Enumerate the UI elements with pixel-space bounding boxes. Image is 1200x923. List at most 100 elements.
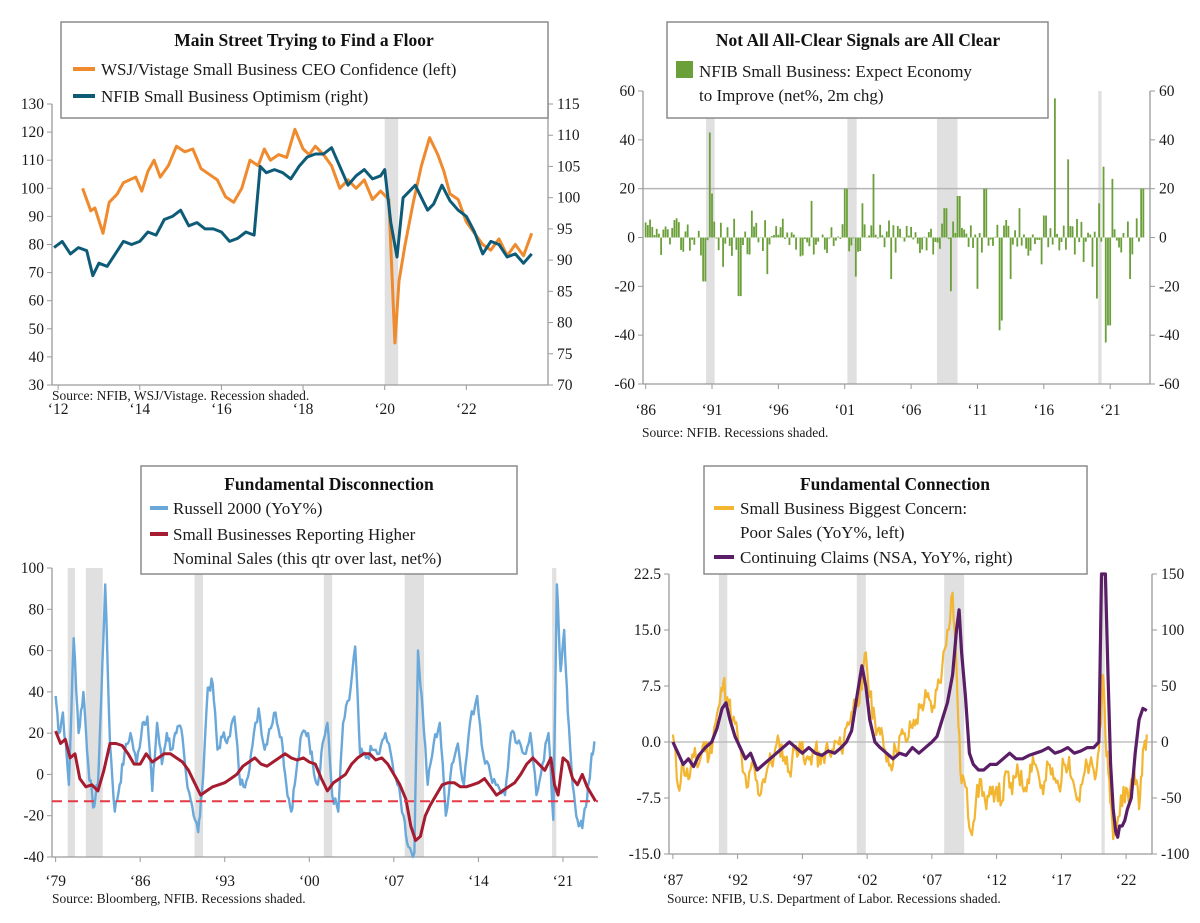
bar: [660, 237, 663, 255]
bar: [837, 236, 840, 238]
bar: [719, 222, 722, 238]
bar: [943, 208, 946, 238]
bar: [983, 188, 985, 238]
bar: [1073, 237, 1076, 255]
legend-label: Nominal Sales (this qtr over last, net%): [173, 549, 442, 568]
bar: [821, 234, 824, 238]
bar: [742, 237, 744, 246]
bar: [1005, 220, 1008, 238]
legend-label: to Improve (net%, 2m chg): [699, 86, 884, 105]
bar: [781, 218, 784, 238]
bar: [693, 237, 696, 245]
bar: [1096, 237, 1098, 299]
y-tick-label: 60: [29, 293, 45, 310]
x-tick-label: ‘02: [857, 872, 878, 889]
bar: [1084, 237, 1087, 242]
x-tick-label: ‘86: [635, 402, 656, 419]
x-tick-label: ‘96: [768, 402, 789, 419]
recession-band: [856, 574, 866, 854]
bar: [815, 237, 817, 245]
y-tick-label: -20: [23, 808, 44, 825]
bar: [874, 234, 877, 238]
bar: [1014, 230, 1016, 238]
bar: [852, 237, 855, 239]
bar: [1051, 237, 1054, 245]
bar: [662, 229, 665, 238]
bar: [1016, 237, 1019, 247]
bar: [653, 235, 656, 238]
bar: [894, 237, 897, 253]
recession-shading-group: [67, 568, 557, 857]
bar: [768, 237, 771, 245]
bar: [1098, 203, 1101, 238]
x-tick-label: ‘22: [456, 401, 477, 418]
y-tick-label: 40: [620, 132, 636, 149]
bar: [1000, 237, 1003, 321]
legend-box: Fundamental Disconnection Russell 2000 (…: [140, 465, 518, 575]
bar: [801, 237, 804, 256]
y-tick-label: 60: [29, 643, 45, 660]
y-tick-label: -40: [614, 327, 635, 344]
bar: [1089, 234, 1092, 238]
chart-main-street: ‘12 ‘14 ‘16 ‘18 ‘20 ‘22 30 40 50 60 70 80 90 100 110 12…: [21, 21, 581, 418]
y-tick-label: 0: [627, 230, 635, 247]
bar: [846, 188, 848, 238]
bar: [843, 188, 846, 238]
legend-frame: [666, 21, 1049, 119]
bar: [1076, 219, 1078, 238]
x-tick-label: ‘21: [553, 873, 574, 890]
bar: [888, 220, 890, 238]
bar: [1082, 237, 1085, 262]
bar: [1102, 166, 1105, 238]
chart-title: Fundamental Disconnection: [224, 474, 434, 494]
bar: [1056, 233, 1058, 238]
legend-frame: [140, 465, 518, 575]
y-tick-label: 0.0: [642, 734, 662, 751]
y-tick-label: 75: [557, 346, 573, 363]
bar: [686, 224, 689, 238]
y-tick-label: 70: [29, 265, 45, 282]
bar: [945, 208, 948, 238]
bar: [905, 225, 908, 238]
bar: [854, 237, 857, 277]
recession-band: [194, 568, 203, 857]
y-tick-label: 80: [29, 237, 45, 254]
bar: [1100, 237, 1103, 242]
y-tick-label: 50: [29, 321, 45, 338]
bar: [682, 237, 685, 252]
x-tick-label: ‘17: [1051, 872, 1072, 889]
bar: [885, 231, 888, 238]
chart-title: Not All All-Clear Signals are All Clear: [716, 30, 1000, 50]
bar: [1040, 237, 1043, 265]
bar: [790, 232, 793, 238]
y-tick-label: 100: [21, 180, 45, 197]
bar: [706, 237, 709, 241]
bar: [1113, 229, 1116, 238]
bar: [715, 237, 718, 239]
bar: [688, 237, 691, 251]
source-note: Source: NFIB, WSJ/Vistage. Recession sha…: [52, 388, 309, 403]
y-tick-label: -20: [1159, 278, 1180, 295]
bar: [671, 228, 674, 238]
bars-group: [644, 98, 1145, 343]
bar: [1009, 237, 1012, 280]
bar: [775, 226, 778, 238]
bar: [857, 237, 859, 252]
recession-band: [404, 568, 425, 857]
y-tick-label: 115: [557, 96, 580, 113]
bar: [1065, 237, 1067, 250]
bar: [1038, 237, 1041, 240]
bar: [980, 237, 983, 253]
bar: [956, 195, 959, 238]
bar: [952, 221, 955, 238]
y-tick-label: 80: [557, 315, 573, 332]
x-tick-label: ‘01: [834, 402, 855, 419]
x-tick-label: ‘87: [663, 872, 684, 889]
bar: [1027, 237, 1030, 256]
x-tick-label: ‘21: [1100, 402, 1121, 419]
bar: [704, 237, 707, 282]
bar: [1122, 233, 1125, 238]
bar: [664, 226, 667, 238]
bar: [914, 232, 917, 238]
recession-shading-group: [718, 574, 1105, 854]
